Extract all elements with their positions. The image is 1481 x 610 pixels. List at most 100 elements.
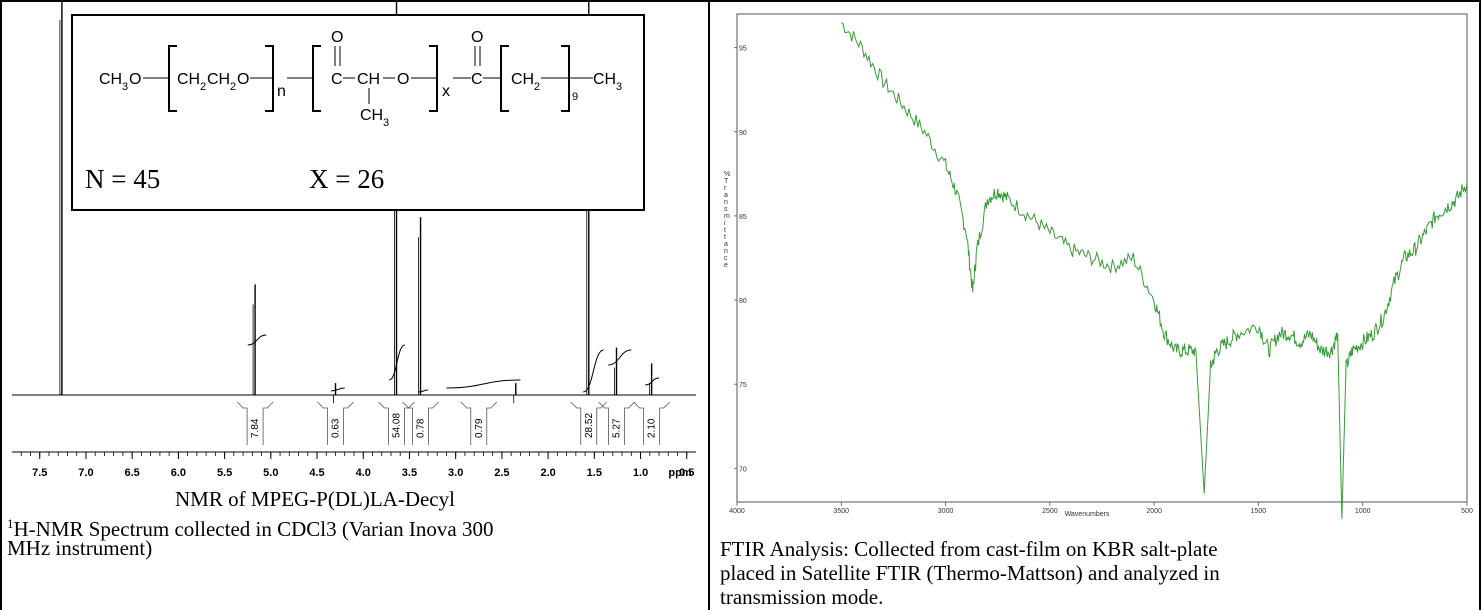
ftir-ylabel-char: t: [724, 227, 726, 234]
ftir-xlabel: Wavenumbers: [1065, 511, 1110, 518]
nmr-tick-label: 7.5: [32, 467, 47, 479]
svg-text:3: 3: [122, 81, 128, 93]
ftir-y-tick-label: 75: [739, 382, 747, 389]
nmr-integral-label: 5.27: [612, 418, 623, 438]
svg-text:CH: CH: [207, 71, 230, 88]
nmr-integral-label: 0.63: [331, 418, 342, 438]
nmr-integral-curve: [418, 389, 428, 393]
ftir-x-tick-label: 1500: [1251, 508, 1267, 515]
svg-text:CH: CH: [177, 71, 200, 88]
svg-text:CH: CH: [511, 71, 534, 88]
ftir-series-line: [841, 22, 1468, 519]
nmr-tick-label: 0.5: [679, 467, 694, 479]
ftir-ylabel-char: i: [724, 220, 726, 227]
nmr-tick-label: 6.0: [171, 467, 186, 479]
nmr-caption-title: NMR of MPEG-P(DL)LA-Decyl: [175, 487, 455, 511]
ftir-y-axis: 95 90 85 80 75 70: [734, 46, 747, 473]
nmr-caption-line1-text: H-NMR Spectrum collected in CDCl3 (Varia…: [13, 517, 494, 541]
ftir-y-tick-label: 90: [739, 130, 747, 137]
nmr-axis-unit: ppm: [668, 467, 691, 479]
nmr-spectrum: 7.84 0.63 54.08 0.78 0.79 28.52 5.27 2.10 7.5 7.…: [12, 0, 696, 479]
nmr-integral-bracket: [460, 401, 498, 445]
n-value-label: N = 45: [85, 164, 161, 194]
svg-text:2: 2: [200, 81, 206, 93]
svg-text:3: 3: [616, 81, 622, 93]
svg-text:9: 9: [572, 91, 578, 103]
svg-text:CH: CH: [357, 71, 380, 88]
nmr-tick-label: 3.5: [402, 467, 417, 479]
ftir-y-tick-label: 70: [739, 466, 747, 473]
ftir-ylabel-char: T: [724, 178, 729, 185]
svg-text:2: 2: [230, 81, 236, 93]
svg-text:x: x: [442, 83, 450, 100]
ftir-x-axis: 4000 3500 3000 2500 2000 1500 1000 500: [729, 502, 1473, 515]
ftir-ylabel-char: s: [724, 206, 728, 213]
ftir-x-tick-label: 1000: [1355, 508, 1371, 515]
nmr-integral-label: 7.84: [250, 418, 261, 438]
ftir-plot-frame: [736, 13, 1468, 503]
ftir-ylabel-char: a: [724, 241, 728, 248]
svg-text:C: C: [331, 71, 343, 88]
nmr-tick-label: 6.5: [125, 467, 140, 479]
nmr-peaks: [12, 0, 696, 404]
nmr-integral-label: 0.79: [474, 418, 485, 438]
ftir-x-tick-label: 3500: [833, 508, 849, 515]
table-border-middle: [708, 0, 710, 610]
nmr-integral-curve: [608, 349, 632, 366]
table-border-left: [0, 0, 2, 610]
nmr-integral-bracket: [402, 401, 439, 445]
ftir-x-tick-label: 2500: [1042, 508, 1058, 515]
ftir-ylabel-char: a: [724, 192, 728, 199]
ftir-ylabel-char: t: [724, 234, 726, 241]
nmr-tick-label: 7.0: [78, 467, 93, 479]
ftir-spectrum: 95 90 85 80 75 70 4000 3500 3000 2500 2000 1500 100…: [724, 13, 1473, 519]
nmr-tick-label: 1.0: [633, 467, 648, 479]
ftir-y-tick-label: 85: [739, 214, 747, 221]
nmr-caption-line1: 1H-NMR Spectrum collected in CDCl3 (Vari…: [7, 512, 494, 541]
superscript-one: 1: [7, 516, 14, 531]
nmr-tick-label: 5.5: [217, 467, 232, 479]
svg-text:O: O: [331, 29, 343, 46]
ftir-ylabel-char: m: [724, 213, 730, 220]
nmr-integral-curve: [583, 349, 604, 393]
nmr-caption-line2: MHz instrument): [7, 536, 153, 560]
nmr-integral-bracket: [236, 401, 274, 445]
nmr-tick-label: 4.0: [356, 467, 371, 479]
svg-text:O: O: [397, 71, 409, 88]
ftir-x-tick-label: 2000: [1146, 508, 1162, 515]
nmr-integral-curve: [330, 387, 345, 392]
nmr-integral-label: 28.52: [584, 413, 595, 438]
x-value-label: X = 26: [309, 164, 385, 194]
svg-text:CH: CH: [360, 107, 383, 124]
ftir-x-tick-label: 500: [1461, 508, 1473, 515]
nmr-integral-label: 0.78: [416, 418, 427, 438]
ftir-ylabel-char: e: [724, 262, 728, 269]
ftir-ylabel-char: r: [724, 185, 727, 192]
svg-text:2: 2: [534, 81, 540, 93]
nmr-integral-label: 2.10: [647, 418, 658, 438]
nmr-integral-curve: [645, 377, 660, 386]
nmr-integrals: 7.84 0.63 54.08 0.78 0.79 28.52 5.27 2.10: [236, 401, 670, 445]
nmr-integral-curve: [446, 379, 521, 389]
ftir-ylabel-char: c: [724, 255, 728, 262]
chemical-structure: CH 3 O CH 2 CH 2 O n O C CH O CH 3 x O: [99, 29, 622, 129]
nmr-tick-label: 2.5: [494, 467, 509, 479]
nmr-tick-label: 3.0: [448, 467, 463, 479]
nmr-integral-curve: [247, 334, 267, 346]
svg-text:CH: CH: [593, 71, 616, 88]
nmr-integral-bracket: [378, 401, 415, 445]
ftir-ylabel-char: n: [724, 248, 728, 255]
nmr-tick-label: 2.0: [540, 467, 555, 479]
chemical-structure-box: CH 3 O CH 2 CH 2 O n O C CH O CH 3 x O: [71, 14, 645, 211]
ftir-ylabel-char: %: [724, 171, 730, 178]
nmr-tick-label: 1.5: [587, 467, 602, 479]
nmr-tick-label: 4.5: [309, 467, 324, 479]
ftir-caption-line1: FTIR Analysis: Collected from cast-film …: [720, 537, 1218, 561]
svg-text:n: n: [277, 83, 286, 100]
nmr-integral-curve: [388, 344, 406, 381]
nmr-integral-bracket: [633, 401, 670, 445]
nmr-axis: 7.5 7.0 6.5 6.0 5.5 5.0 4.5 4.0 3.5 3.0 2.5 2.0 1.5 1…: [12, 451, 696, 479]
svg-text:O: O: [471, 29, 483, 46]
